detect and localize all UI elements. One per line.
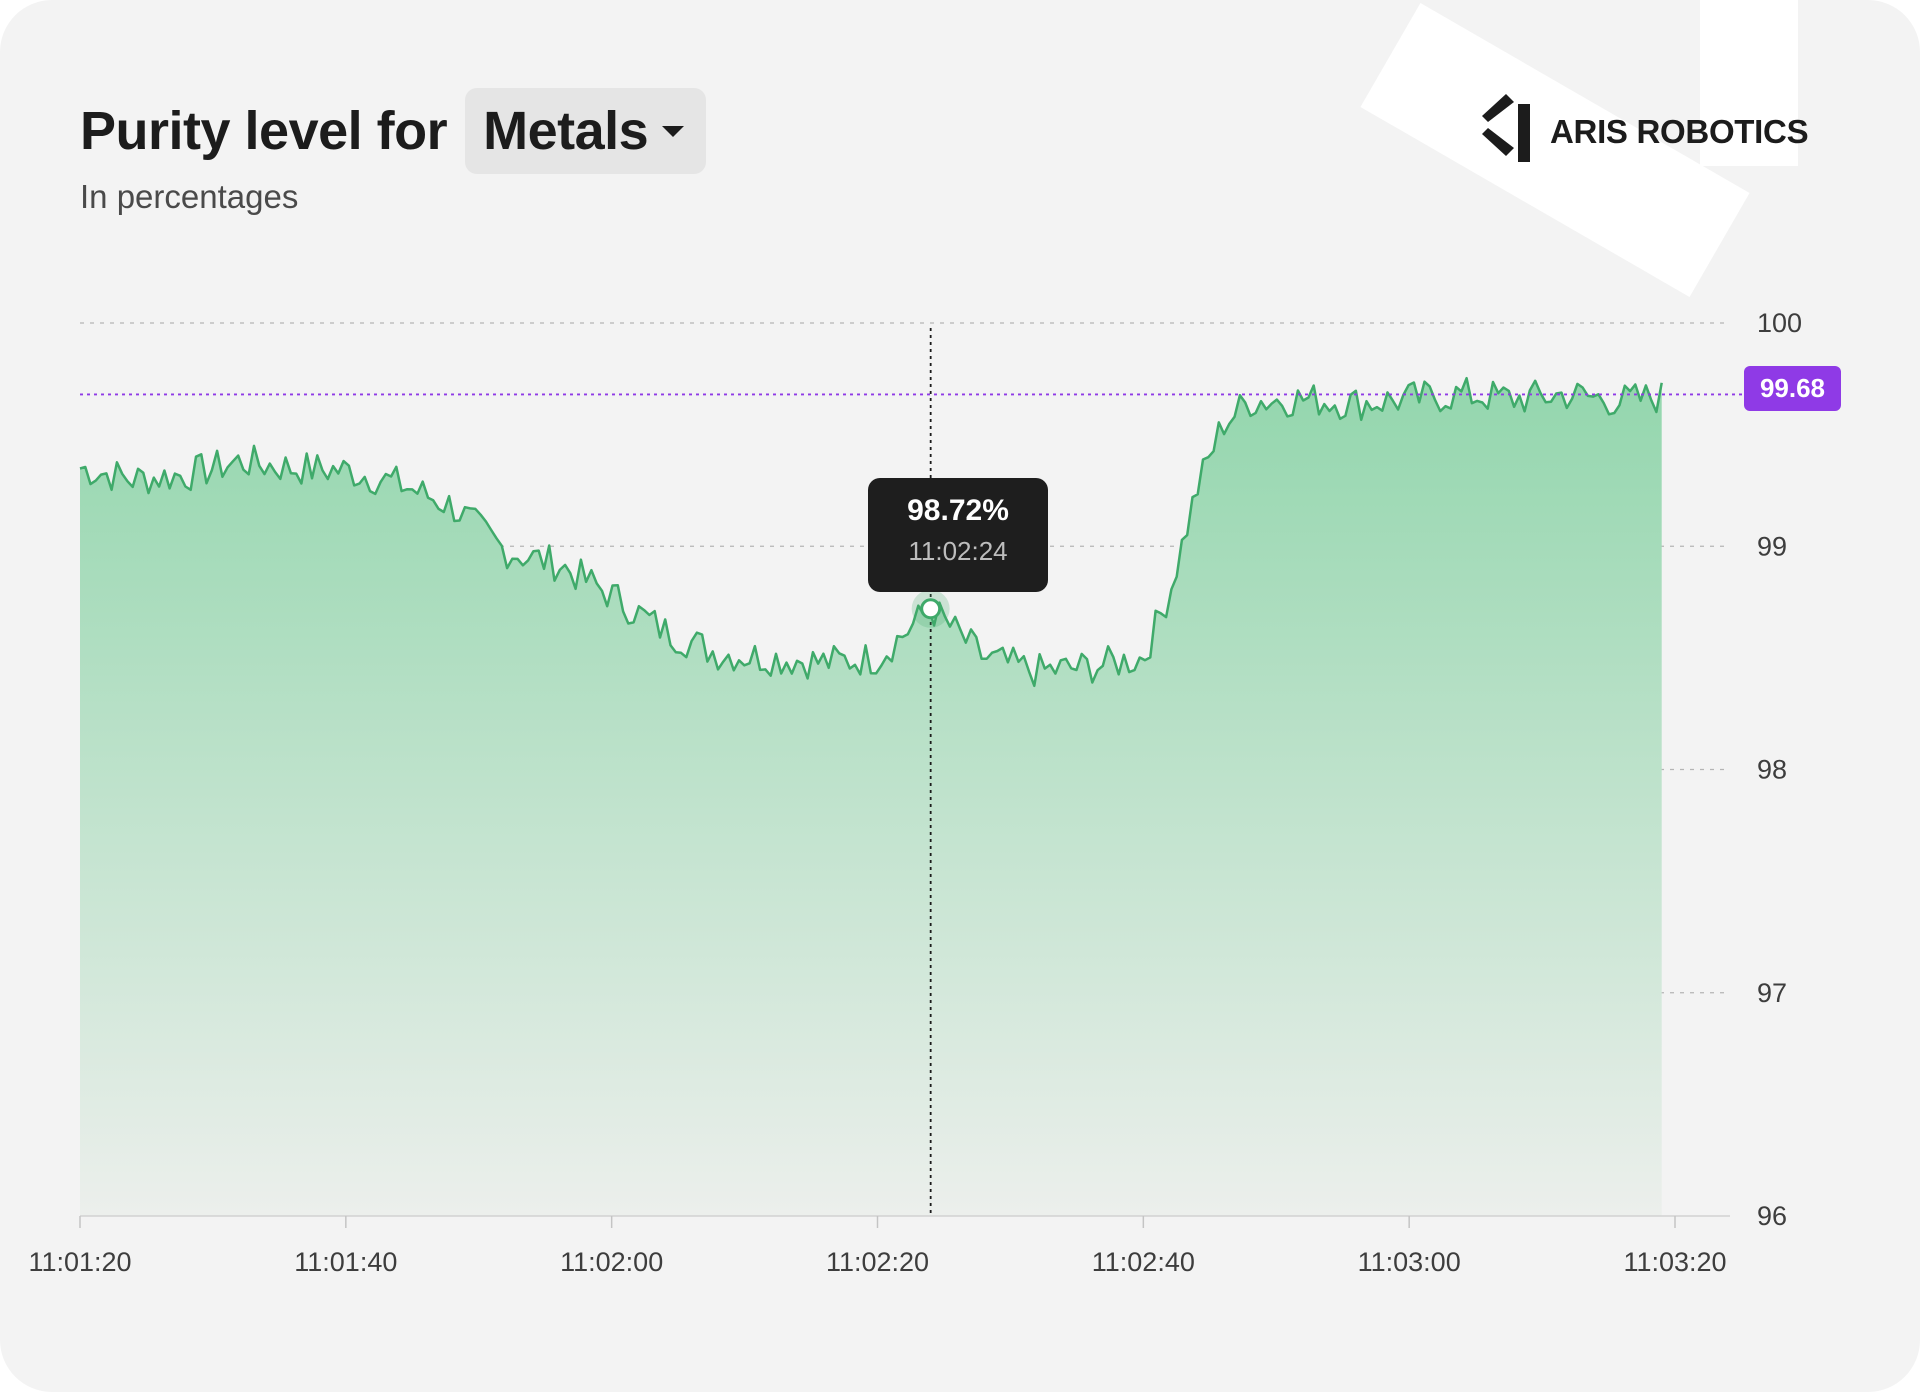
chart-title: Purity level for (80, 101, 448, 161)
y-tick-label: 99 (1757, 531, 1787, 561)
aris-logo-icon (1482, 94, 1530, 162)
y-axis: 100 99 98 97 96 (1757, 308, 1802, 1231)
tooltip-time: 11:02:24 (908, 536, 1008, 566)
x-tick-label: 11:02:40 (1092, 1247, 1195, 1277)
x-tick-label: 11:01:20 (28, 1247, 131, 1277)
y-tick-label: 97 (1757, 978, 1787, 1008)
brand-logo: ARIS ROBOTICS (1478, 94, 1809, 170)
x-tick-label: 11:01:40 (294, 1247, 397, 1277)
reference-value-badge: 99.68 (1744, 366, 1841, 411)
decorative-shape (1700, 0, 1798, 166)
chart-subtitle: In percentages (80, 178, 299, 215)
caret-down-icon (662, 125, 685, 137)
chart-tooltip: 98.72% 11:02:24 (868, 478, 1048, 592)
y-tick-label: 98 (1757, 755, 1787, 785)
area-fill (80, 378, 1662, 1216)
y-tick-label: 96 (1757, 1201, 1787, 1231)
series-line (79, 376, 1663, 688)
tooltip-value: 98.72% (907, 494, 1009, 527)
x-tick-label: 11:03:20 (1623, 1247, 1726, 1277)
category-dropdown[interactable]: Metals (465, 88, 707, 174)
chart-header: Purity level for Metals (80, 88, 707, 174)
x-axis-labels: 11:01:20 11:01:40 11:02:00 11:02:20 11:02:40… (28, 1247, 1726, 1277)
y-tick-label: 100 (1757, 308, 1802, 338)
x-tick-label: 11:02:00 (560, 1247, 663, 1277)
hover-point[interactable] (920, 598, 942, 620)
x-tick-label: 11:02:20 (826, 1247, 929, 1277)
brand-name: ARIS ROBOTICS (1550, 113, 1809, 150)
category-dropdown-value: Metals (483, 101, 649, 161)
x-tick-label: 11:03:00 (1358, 1247, 1461, 1277)
x-axis (79, 1215, 1730, 1228)
